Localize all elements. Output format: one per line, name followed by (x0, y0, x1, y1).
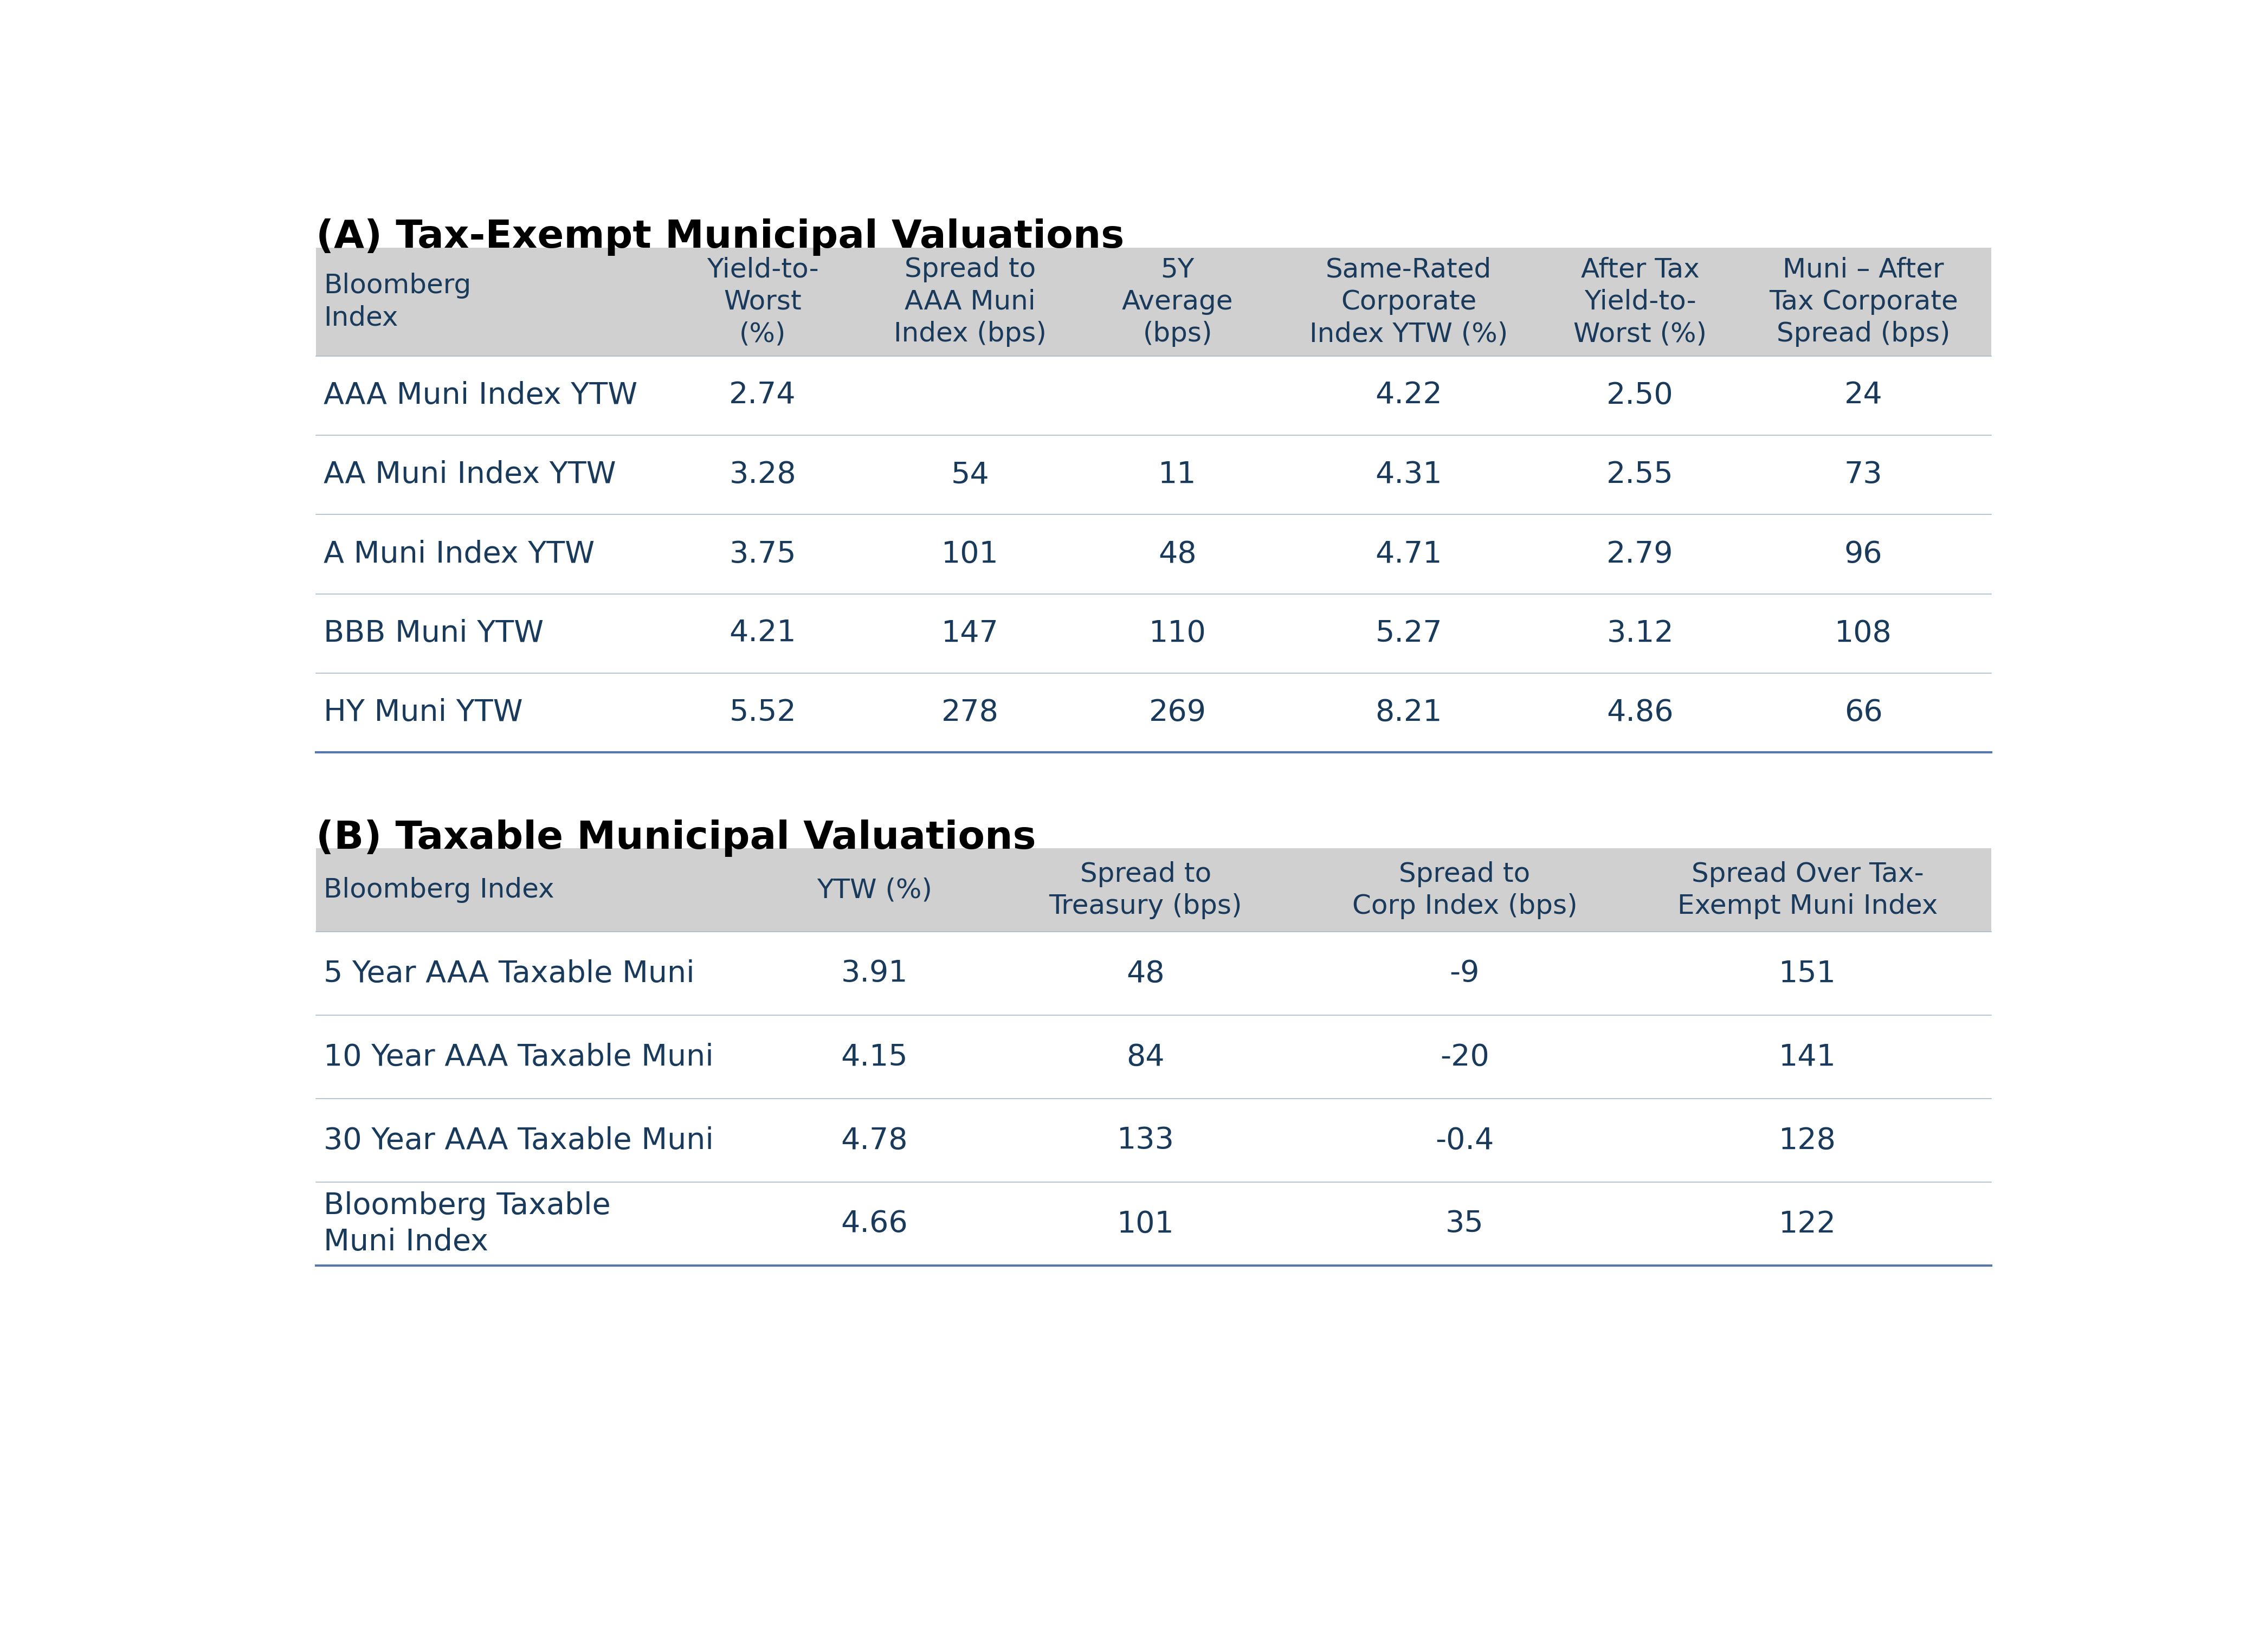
Text: 278: 278 (942, 699, 998, 727)
Text: Bloomberg Index: Bloomberg Index (323, 877, 553, 904)
FancyBboxPatch shape (316, 434, 1990, 514)
FancyBboxPatch shape (316, 1183, 1990, 1265)
Text: 110: 110 (1150, 620, 1206, 648)
Text: 269: 269 (1150, 699, 1206, 727)
Text: 141: 141 (1778, 1042, 1837, 1072)
FancyBboxPatch shape (316, 593, 1990, 672)
Text: 3.28: 3.28 (730, 461, 795, 489)
Text: 5 Year AAA Taxable Muni: 5 Year AAA Taxable Muni (323, 960, 694, 988)
Text: 133: 133 (1116, 1127, 1175, 1155)
FancyBboxPatch shape (316, 355, 1990, 434)
Text: 2.74: 2.74 (730, 382, 795, 410)
Text: -20: -20 (1439, 1042, 1489, 1072)
Text: Same-Rated
Corporate
Index YTW (%): Same-Rated Corporate Index YTW (%) (1310, 256, 1509, 347)
Text: Bloomberg
Index: Bloomberg Index (323, 273, 472, 330)
Text: 2.55: 2.55 (1606, 461, 1674, 489)
Text: 4.71: 4.71 (1376, 540, 1441, 568)
Text: 54: 54 (951, 461, 989, 489)
Text: YTW (%): YTW (%) (818, 877, 933, 904)
Text: 151: 151 (1778, 960, 1837, 988)
Text: 108: 108 (1834, 620, 1893, 648)
Text: Spread to
Corp Index (bps): Spread to Corp Index (bps) (1351, 861, 1577, 919)
Text: 4.21: 4.21 (730, 620, 795, 648)
Text: 2.50: 2.50 (1606, 382, 1674, 410)
FancyBboxPatch shape (316, 248, 1990, 355)
Text: 101: 101 (1116, 1209, 1175, 1239)
Text: 35: 35 (1446, 1209, 1484, 1239)
FancyBboxPatch shape (316, 932, 1990, 1016)
Text: 128: 128 (1778, 1127, 1837, 1155)
Text: Bloomberg Taxable
Muni Index: Bloomberg Taxable Muni Index (323, 1191, 610, 1257)
Text: Spread to
Treasury (bps): Spread to Treasury (bps) (1048, 861, 1242, 919)
Text: 73: 73 (1843, 461, 1882, 489)
FancyBboxPatch shape (316, 1016, 1990, 1099)
Text: Muni – After
Tax Corporate
Spread (bps): Muni – After Tax Corporate Spread (bps) (1769, 256, 1959, 347)
Text: Yield-to-
Worst
(%): Yield-to- Worst (%) (707, 256, 818, 347)
FancyBboxPatch shape (316, 1099, 1990, 1183)
Text: 3.12: 3.12 (1606, 620, 1674, 648)
Text: -0.4: -0.4 (1434, 1127, 1493, 1155)
Text: Spread to
AAA Muni
Index (bps): Spread to AAA Muni Index (bps) (895, 256, 1046, 347)
Text: 8.21: 8.21 (1376, 699, 1441, 727)
Text: AA Muni Index YTW: AA Muni Index YTW (323, 461, 617, 489)
Text: BBB Muni YTW: BBB Muni YTW (323, 620, 544, 648)
Text: A Muni Index YTW: A Muni Index YTW (323, 540, 594, 568)
Text: 5Y
Average
(bps): 5Y Average (bps) (1123, 256, 1233, 347)
Text: 48: 48 (1127, 960, 1166, 988)
Text: 147: 147 (942, 620, 998, 648)
Text: 66: 66 (1843, 699, 1882, 727)
Text: 24: 24 (1843, 382, 1882, 410)
Text: 5.27: 5.27 (1376, 620, 1441, 648)
FancyBboxPatch shape (316, 672, 1990, 752)
FancyBboxPatch shape (316, 849, 1990, 932)
Text: (B) Taxable Municipal Valuations: (B) Taxable Municipal Valuations (316, 819, 1037, 857)
Text: AAA Muni Index YTW: AAA Muni Index YTW (323, 382, 637, 410)
Text: 3.91: 3.91 (840, 960, 908, 988)
Text: 2.79: 2.79 (1606, 540, 1674, 568)
Text: 4.78: 4.78 (840, 1127, 908, 1155)
Text: 11: 11 (1159, 461, 1197, 489)
Text: 4.66: 4.66 (840, 1209, 908, 1239)
Text: 4.22: 4.22 (1376, 382, 1441, 410)
Text: HY Muni YTW: HY Muni YTW (323, 699, 522, 727)
FancyBboxPatch shape (316, 514, 1990, 593)
Text: 5.52: 5.52 (730, 699, 795, 727)
Text: 84: 84 (1127, 1042, 1166, 1072)
Text: 3.75: 3.75 (730, 540, 795, 568)
Text: After Tax
Yield-to-
Worst (%): After Tax Yield-to- Worst (%) (1575, 256, 1708, 347)
Text: 122: 122 (1778, 1209, 1837, 1239)
Text: 101: 101 (942, 540, 998, 568)
Text: 30 Year AAA Taxable Muni: 30 Year AAA Taxable Muni (323, 1127, 714, 1155)
Text: 4.31: 4.31 (1376, 461, 1441, 489)
Text: 48: 48 (1159, 540, 1197, 568)
Text: Spread Over Tax-
Exempt Muni Index: Spread Over Tax- Exempt Muni Index (1678, 861, 1938, 919)
Text: 4.15: 4.15 (840, 1042, 908, 1072)
Text: 10 Year AAA Taxable Muni: 10 Year AAA Taxable Muni (323, 1042, 714, 1072)
Text: (A) Tax-Exempt Municipal Valuations: (A) Tax-Exempt Municipal Valuations (316, 218, 1125, 256)
Text: -9: -9 (1450, 960, 1480, 988)
Text: 4.86: 4.86 (1606, 699, 1674, 727)
Text: 96: 96 (1843, 540, 1882, 568)
